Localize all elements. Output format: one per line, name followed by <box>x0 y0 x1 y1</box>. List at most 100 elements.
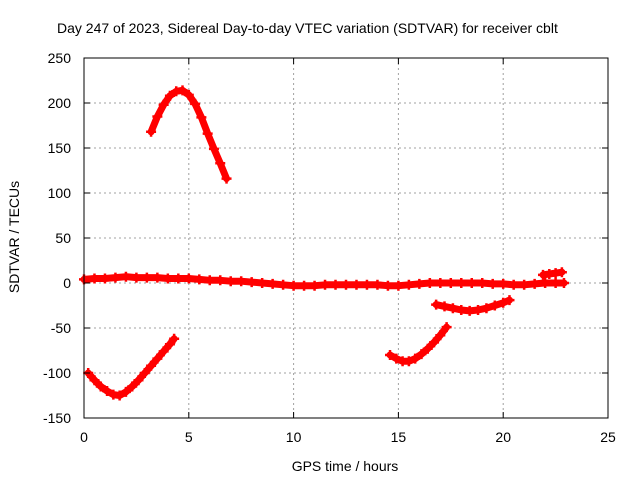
data-point <box>382 280 393 291</box>
y-tick-label: 150 <box>48 140 72 156</box>
data-point <box>447 303 458 314</box>
data-point <box>183 273 194 284</box>
data-point <box>456 278 467 288</box>
axis-ticks: 0 5 10 15 20 25 -150 -100 -50 0 50 100 150 200 250 <box>43 50 616 445</box>
data-point <box>431 299 442 310</box>
y-tick-label: 50 <box>55 230 71 246</box>
data-point <box>391 353 402 364</box>
data-point <box>152 111 163 122</box>
data-point <box>183 89 194 100</box>
y-tick-label: 250 <box>48 50 72 66</box>
data-point <box>152 272 163 283</box>
y-tick-label: 0 <box>63 275 71 291</box>
data-point <box>410 353 421 364</box>
data-point <box>89 273 100 284</box>
data-point <box>139 368 150 378</box>
data-point <box>556 267 567 278</box>
data-point <box>439 301 450 312</box>
data-point <box>114 390 125 401</box>
data-point <box>131 272 142 283</box>
data-point <box>267 278 278 289</box>
data-point <box>403 279 414 290</box>
data-point <box>177 85 188 96</box>
data-point <box>519 279 530 290</box>
y-axis-title: SDTVAR / TECUs <box>6 181 22 293</box>
data-point <box>95 381 106 392</box>
data-point <box>146 360 157 371</box>
data-series <box>79 85 569 401</box>
data-point <box>445 278 456 288</box>
data-point <box>202 128 213 139</box>
series-line <box>386 323 451 365</box>
data-point <box>508 279 519 290</box>
x-tick-label: 15 <box>391 429 407 445</box>
data-point <box>169 333 180 344</box>
series-arc-d <box>431 295 515 316</box>
data-point <box>529 278 540 289</box>
data-point <box>152 353 163 364</box>
chart-title: Day 247 of 2023, Sidereal Day-to-day VTE… <box>57 20 558 36</box>
data-point <box>204 275 215 286</box>
data-point <box>225 276 236 287</box>
data-point <box>477 278 488 288</box>
series-baseline <box>79 271 569 291</box>
data-point <box>208 143 219 154</box>
data-point <box>257 278 268 288</box>
data-point <box>558 278 569 288</box>
x-tick-label: 5 <box>185 429 193 445</box>
series-arc-a <box>146 85 232 184</box>
data-point <box>162 273 173 284</box>
data-point <box>246 277 257 288</box>
x-tick-label: 0 <box>80 429 88 445</box>
data-point <box>309 280 320 291</box>
data-point <box>424 278 435 288</box>
data-point <box>456 305 467 315</box>
data-point <box>341 279 351 290</box>
data-point <box>141 272 152 283</box>
data-point <box>146 126 157 137</box>
data-point <box>158 99 169 110</box>
data-point <box>99 273 110 284</box>
y-tick-label: -50 <box>51 320 71 336</box>
data-point <box>422 343 433 354</box>
data-point <box>540 278 551 288</box>
data-point <box>221 173 232 184</box>
data-point <box>435 278 446 288</box>
data-point <box>110 272 121 283</box>
data-point <box>190 98 201 109</box>
data-point <box>164 90 175 101</box>
x-tick-label: 20 <box>495 429 511 445</box>
data-point <box>464 305 475 316</box>
data-point <box>164 339 175 350</box>
x-axis-title: GPS time / hours <box>292 458 399 474</box>
data-point <box>299 280 310 291</box>
data-point <box>550 278 561 288</box>
data-point <box>473 305 484 315</box>
data-point <box>504 295 515 306</box>
data-point <box>102 386 113 396</box>
data-point <box>127 381 138 392</box>
data-point <box>481 303 492 314</box>
data-point <box>351 279 362 290</box>
data-point <box>330 279 341 290</box>
y-tick-label: -150 <box>43 410 71 426</box>
y-tick-label: 100 <box>48 185 72 201</box>
data-point <box>385 350 396 360</box>
x-tick-label: 10 <box>286 429 302 445</box>
data-point <box>173 273 184 284</box>
data-point <box>196 112 207 123</box>
series-arc-c <box>385 322 452 367</box>
data-point <box>120 271 131 282</box>
data-point <box>489 300 500 311</box>
data-point <box>194 274 205 285</box>
data-point <box>416 349 427 360</box>
data-point <box>441 322 452 333</box>
data-point <box>236 276 247 287</box>
data-point <box>393 280 404 291</box>
data-point <box>498 297 509 308</box>
data-point <box>288 280 299 291</box>
data-point <box>361 279 372 290</box>
data-point <box>89 375 100 386</box>
data-point <box>435 330 446 341</box>
